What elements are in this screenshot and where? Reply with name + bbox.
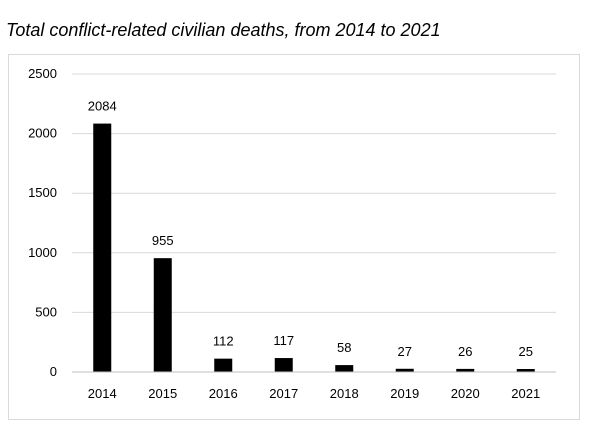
x-tick-label: 2018 — [330, 386, 359, 401]
y-tick-label: 1500 — [28, 185, 57, 200]
bar-2014 — [93, 123, 112, 373]
y-tick-label: 2500 — [28, 66, 57, 81]
x-tick-label: 2014 — [88, 386, 117, 401]
bar-2016 — [214, 358, 233, 372]
chart-frame — [8, 54, 580, 420]
y-axis-ticks: 0 500 1000 1500 2000 2500 — [28, 66, 57, 379]
x-tick-label: 2015 — [148, 386, 177, 401]
gridlines — [72, 73, 556, 313]
bar-2021 — [516, 369, 535, 372]
bar-2019 — [395, 368, 414, 372]
data-label-2021: 25 — [519, 344, 533, 359]
bar-2017 — [274, 358, 293, 372]
bar-2020 — [456, 368, 475, 372]
data-label-2014: 2084 — [88, 99, 117, 114]
data-label-2020: 26 — [458, 344, 472, 359]
data-label-2015: 955 — [152, 233, 174, 248]
data-label-2017: 117 — [273, 333, 294, 348]
x-tick-label: 2017 — [269, 386, 298, 401]
data-label-2016: 112 — [213, 334, 234, 349]
data-label-2019: 27 — [398, 344, 412, 359]
bar-2018 — [335, 365, 354, 372]
chart-title: Total conflict-related civilian deaths, … — [6, 20, 441, 40]
y-tick-label: 500 — [35, 304, 57, 319]
x-axis-ticks: 2014 2015 2016 2017 2018 2019 2020 2021 — [88, 386, 540, 401]
y-tick-label: 1000 — [28, 245, 57, 260]
data-labels: 2084 955 112 117 58 27 26 25 — [88, 99, 533, 359]
data-label-2018: 58 — [337, 340, 351, 355]
x-tick-label: 2021 — [511, 386, 540, 401]
y-tick-label: 2000 — [28, 126, 57, 141]
bars — [93, 123, 535, 373]
x-tick-label: 2019 — [390, 386, 419, 401]
x-tick-label: 2020 — [451, 386, 480, 401]
y-tick-label: 0 — [50, 364, 57, 379]
bar-2015 — [153, 258, 172, 372]
x-tick-label: 2016 — [209, 386, 238, 401]
